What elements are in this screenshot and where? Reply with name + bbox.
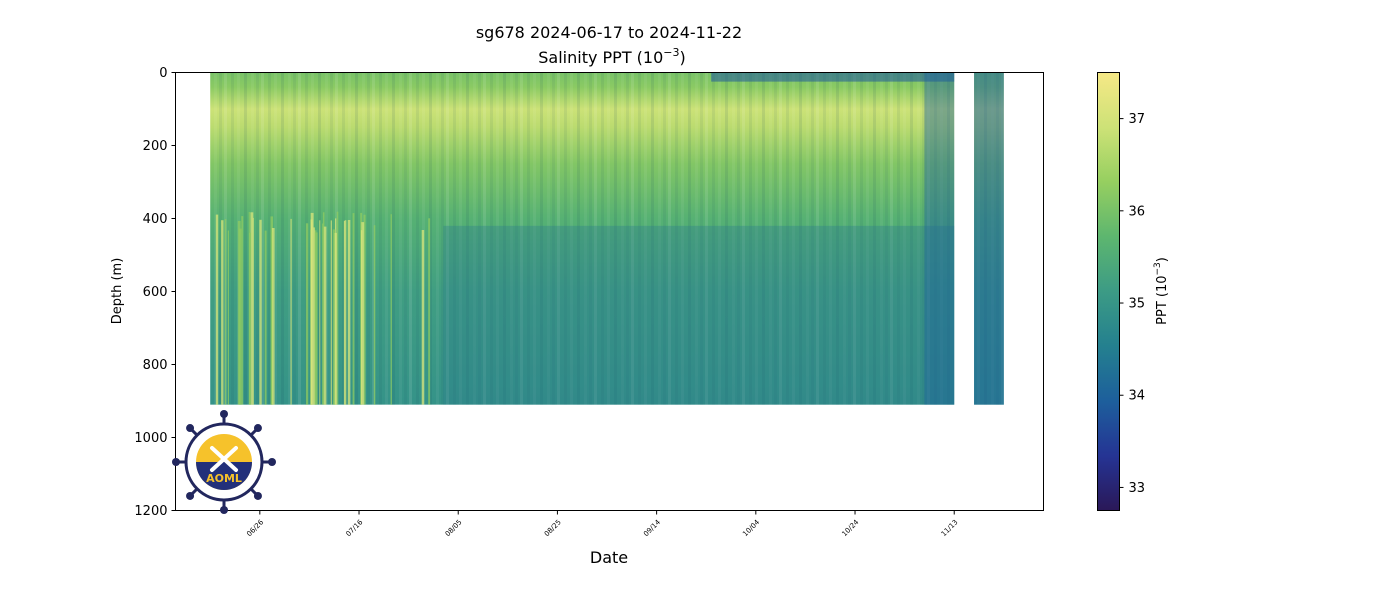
salty-streak	[259, 219, 262, 405]
salty-streak	[323, 226, 327, 405]
logo-knob	[268, 458, 276, 466]
salty-streak	[428, 218, 431, 405]
salty-streak	[248, 212, 250, 405]
x-tick-label: 07/16	[345, 518, 365, 538]
x-tick-label: 11/13	[940, 518, 960, 538]
salty-streak	[314, 232, 318, 405]
x-tick-label: 06/26	[245, 518, 265, 538]
salty-streak	[421, 230, 425, 405]
salty-streak	[227, 230, 229, 405]
logo-text: AOML	[206, 472, 242, 485]
fresh-overlay	[974, 72, 1004, 405]
colorbar-tick-label: 34	[1129, 389, 1146, 404]
salty-streak	[250, 212, 254, 405]
salty-streak	[344, 220, 347, 405]
salty-streak	[334, 232, 337, 405]
y-axis-label: Depth (m)	[110, 258, 125, 325]
x-tick-label: 08/05	[444, 518, 464, 538]
salty-streak	[305, 223, 309, 405]
logo-sea	[196, 462, 252, 490]
surface-fresh-layer	[711, 72, 955, 82]
colorbar-label: PPT (10−3)	[1153, 257, 1170, 325]
y-tick-label: 600	[143, 285, 168, 300]
y-tick-label: 200	[143, 139, 168, 154]
y-tick-label: 1000	[134, 431, 167, 446]
logo-knob	[186, 424, 195, 433]
salty-streak	[221, 220, 224, 405]
salty-streak	[271, 228, 275, 405]
salty-streak	[249, 232, 251, 405]
salty-streak	[271, 232, 273, 405]
salty-streak	[224, 219, 227, 405]
plot-area	[210, 72, 1004, 405]
logo-knob	[253, 424, 262, 433]
salty-streak	[322, 212, 325, 405]
salty-streak	[290, 218, 292, 405]
x-tick-label: 08/25	[543, 518, 563, 538]
salty-streak	[373, 225, 376, 405]
y-tick-label: 0	[159, 66, 167, 81]
salty-streak	[241, 216, 244, 405]
salty-streak	[343, 220, 346, 405]
salty-streak	[264, 230, 267, 405]
chart-subtitle: Salinity PPT (10−3)	[538, 46, 686, 67]
salty-streak	[215, 214, 219, 405]
y-tick-label: 400	[143, 212, 168, 227]
salinity-section-2	[974, 72, 1004, 405]
salty-streak	[352, 213, 355, 405]
x-tick-label: 09/14	[642, 518, 662, 538]
colorbar: 33 34 35 36 37	[1097, 72, 1146, 511]
logo-knob	[220, 410, 228, 418]
aoml-logo: AOML	[172, 410, 276, 514]
logo-knob	[172, 458, 180, 466]
colorbar-tick-label: 36	[1129, 204, 1146, 219]
colorbar-tick-label: 37	[1129, 112, 1146, 127]
salinity-section-1	[210, 72, 955, 405]
y-tick-label: 1200	[134, 504, 167, 519]
salty-streak	[238, 228, 242, 405]
salty-streak	[252, 217, 254, 405]
logo-knob	[186, 491, 195, 500]
salty-streak	[332, 229, 336, 405]
logo-knob	[253, 491, 262, 500]
y-axis: 0 200 400 600 800 1000 1200	[134, 66, 176, 519]
deep-fresh-region	[443, 225, 955, 405]
colorbar-tick-label: 33	[1129, 481, 1146, 496]
salty-streak	[313, 227, 315, 405]
salty-streak	[363, 214, 366, 405]
logo-tools	[210, 446, 238, 472]
salty-streak	[336, 211, 339, 405]
x-axis: 06/26 07/16 08/05 08/25 09/14 10/04 10/24 11/13	[245, 510, 960, 538]
salty-streak	[361, 222, 365, 405]
salty-streak	[319, 220, 321, 405]
x-tick-label: 10/04	[741, 518, 761, 538]
salty-streak	[347, 220, 351, 405]
chart-title: sg678 2024-06-17 to 2024-11-22	[476, 23, 742, 42]
late-fresh-band	[924, 72, 955, 405]
colorbar-ramp	[1097, 72, 1120, 511]
colorbar-tick-label: 35	[1129, 297, 1146, 312]
salty-streak	[390, 214, 392, 405]
x-tick-label: 10/24	[841, 518, 861, 538]
x-axis-label: Date	[590, 548, 628, 567]
salty-streak	[322, 223, 324, 405]
salty-streak	[310, 212, 314, 405]
logo-knob	[220, 506, 228, 514]
salty-streak	[330, 220, 332, 405]
y-tick-label: 800	[143, 358, 168, 373]
